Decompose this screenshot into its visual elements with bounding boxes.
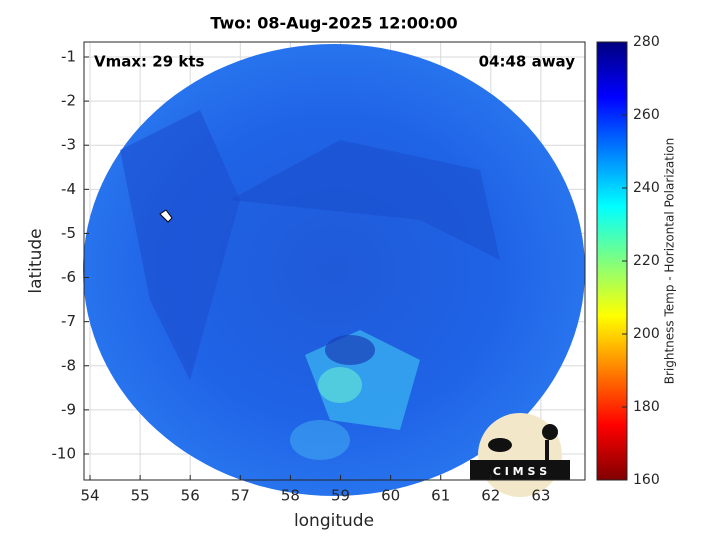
y-tick-label: -5	[61, 224, 76, 242]
chart-title: Two: 08-Aug-2025 12:00:00	[210, 14, 457, 33]
y-tick-label: -10	[52, 444, 77, 462]
y-tick-label: -9	[61, 400, 76, 418]
x-tick-label: 61	[431, 487, 450, 505]
x-tick-label: 62	[481, 487, 500, 505]
x-tick-label: 55	[131, 487, 150, 505]
annotation: 04:48 away	[479, 53, 576, 71]
colorbar-tick-label: 200	[633, 326, 660, 342]
y-axis-label: latitude	[26, 228, 46, 293]
axes-frame	[83, 41, 586, 481]
x-tick-label: 57	[231, 487, 250, 505]
colorbar-tick-label: 260	[633, 107, 660, 123]
colorbar-tick-label: 180	[633, 399, 660, 415]
y-tick-label: -4	[61, 180, 76, 198]
x-tick-label: 54	[80, 487, 99, 505]
colorbar-tick-label: 160	[633, 472, 660, 488]
x-tick-label: 59	[331, 487, 350, 505]
x-axis-label: longitude	[294, 511, 374, 531]
colorbar-label: Brightness Temp - Horizontal Polarizatio…	[663, 138, 677, 385]
y-tick-label: -7	[61, 312, 76, 330]
annotation: Vmax: 29 kts	[94, 53, 204, 71]
y-tick-label: -6	[61, 268, 76, 286]
logo-text: C I M S S	[493, 465, 547, 478]
x-tick-label: 56	[181, 487, 200, 505]
y-tick-label: -8	[61, 356, 76, 374]
brightness-field	[83, 44, 585, 496]
x-tick-label: 58	[281, 487, 300, 505]
x-tick-label: 60	[381, 487, 400, 505]
y-tick-label: -2	[61, 92, 76, 110]
colorbar-tick-label: 280	[633, 34, 660, 50]
colorbar-tick-label: 220	[633, 253, 660, 269]
colorbar-tick-label: 240	[633, 180, 660, 196]
y-tick-label: -3	[61, 136, 76, 154]
y-tick-label: -1	[61, 47, 76, 65]
x-tick-label: 63	[531, 487, 550, 505]
